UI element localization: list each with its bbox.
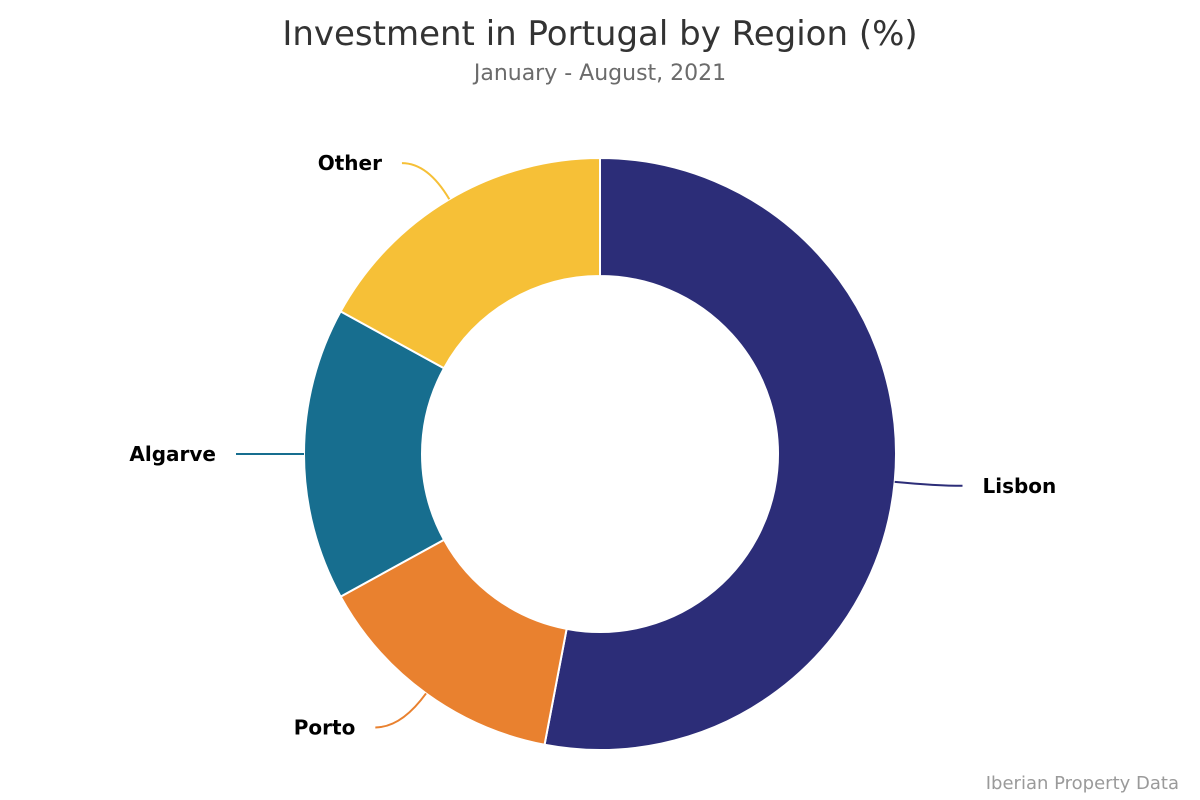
label-algarve: Algarve: [129, 442, 216, 466]
source-credit: Iberian Property Data: [985, 773, 1179, 794]
connector-other: [401, 162, 451, 200]
slice-labels: Lisbon Porto Algarve Other: [129, 151, 1056, 739]
label-lisbon: Lisbon: [982, 474, 1056, 498]
label-connectors: [236, 162, 963, 729]
donut-slices: [303, 156, 897, 751]
label-other: Other: [318, 151, 382, 175]
slice-other: [339, 156, 601, 370]
connector-lisbon: [894, 480, 963, 487]
chart-title: Investment in Portugal by Region (%): [282, 14, 918, 54]
chart-subtitle: January - August, 2021: [473, 61, 727, 86]
connector-porto: [375, 692, 427, 729]
slice-lisbon: [543, 156, 897, 751]
label-porto: Porto: [294, 715, 356, 739]
